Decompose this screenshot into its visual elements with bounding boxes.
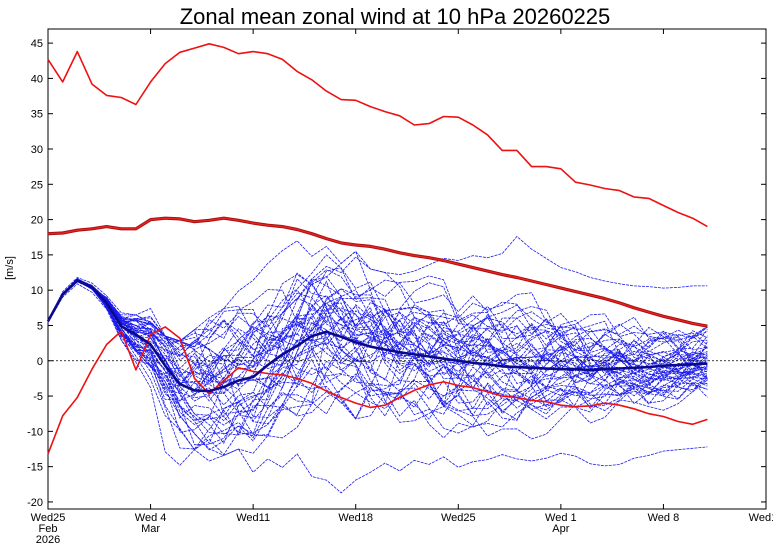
x-tick-label: Wed 8 (648, 512, 680, 524)
ensemble-member-line (47, 278, 708, 415)
ensemble-member-line (47, 279, 708, 427)
y-tick-label: -20 (27, 497, 43, 509)
ensemble-member-line (47, 281, 708, 368)
climatology-lower-line (47, 326, 708, 455)
x-tick-label: Wed 4 (135, 512, 167, 524)
ensemble-max-line (47, 235, 708, 342)
y-tick-label: -5 (33, 391, 43, 403)
ensemble-member-line (47, 278, 708, 388)
ensemble-member-line (47, 279, 708, 426)
ensemble-member-line (47, 280, 708, 364)
x-tick-label: Wed18 (338, 512, 373, 524)
y-tick-label: -10 (27, 426, 43, 438)
y-tick-label: 25 (31, 179, 43, 191)
plot-area (47, 28, 767, 510)
y-axis: -20 -15 -10 -5 0 5 10 15 20 25 30 35 40 45 (27, 38, 766, 509)
ensemble-member-line (47, 279, 708, 440)
y-tick-label: 15 (31, 250, 43, 262)
y-tick-label: 20 (31, 215, 43, 227)
ensemble-mean-line (46, 279, 708, 393)
y-tick-label: 5 (37, 320, 43, 332)
y-tick-label: 45 (31, 38, 43, 50)
x-tick-label: 2026 (36, 534, 60, 546)
ensemble-member-line (47, 276, 708, 395)
chart-title: Zonal mean zonal wind at 10 hPa 20260225 (180, 4, 611, 29)
y-axis-label: [m/s] (4, 256, 16, 280)
ensemble-member-line (47, 279, 708, 422)
ensemble-member-line (47, 278, 708, 446)
x-tick-label: Mar (141, 523, 160, 535)
ensemble-member-line (47, 279, 708, 423)
y-tick-label: 0 (37, 356, 43, 368)
ensemble-member-line (47, 280, 708, 451)
ensemble-member-line (47, 278, 708, 406)
ensemble-member-line (47, 278, 708, 425)
ensemble-member-line (47, 280, 708, 401)
x-tick-label: Wed25 (441, 512, 476, 524)
ensemble-min-line (47, 283, 708, 494)
y-tick-label: 10 (31, 285, 43, 297)
y-tick-label: 40 (31, 73, 43, 85)
y-tick-label: 35 (31, 109, 43, 121)
ensemble-member-line (47, 279, 708, 414)
plot-frame (47, 28, 767, 510)
ensemble-member-line (47, 279, 708, 437)
ensemble-member-line (47, 280, 708, 450)
ensemble-member-line (47, 278, 708, 456)
y-tick-label: 30 (31, 144, 43, 156)
y-tick-label: -15 (27, 462, 43, 474)
x-tick-label: Feb (39, 523, 58, 535)
climatology-mean-highlight (47, 217, 708, 327)
x-tick-label: Apr (552, 523, 569, 535)
climatology-upper-line (47, 43, 708, 228)
ensemble-member-line (47, 279, 708, 416)
ensemble-member-line (47, 281, 708, 445)
x-tick-label: Wed11 (236, 512, 270, 524)
x-tick-label: Wed15 (749, 512, 773, 524)
ensemble-member-line (47, 281, 708, 445)
highlight-series (46, 43, 766, 455)
ensemble-member-line (47, 273, 708, 420)
ensemble-member-line (47, 279, 708, 394)
ensemble-member-line (47, 278, 708, 420)
x-tick-label: Wed25 (31, 512, 66, 524)
ensemble-member-line (47, 278, 708, 385)
x-tick-label: Wed 1 (545, 512, 577, 524)
ensemble-member-line (47, 281, 708, 442)
